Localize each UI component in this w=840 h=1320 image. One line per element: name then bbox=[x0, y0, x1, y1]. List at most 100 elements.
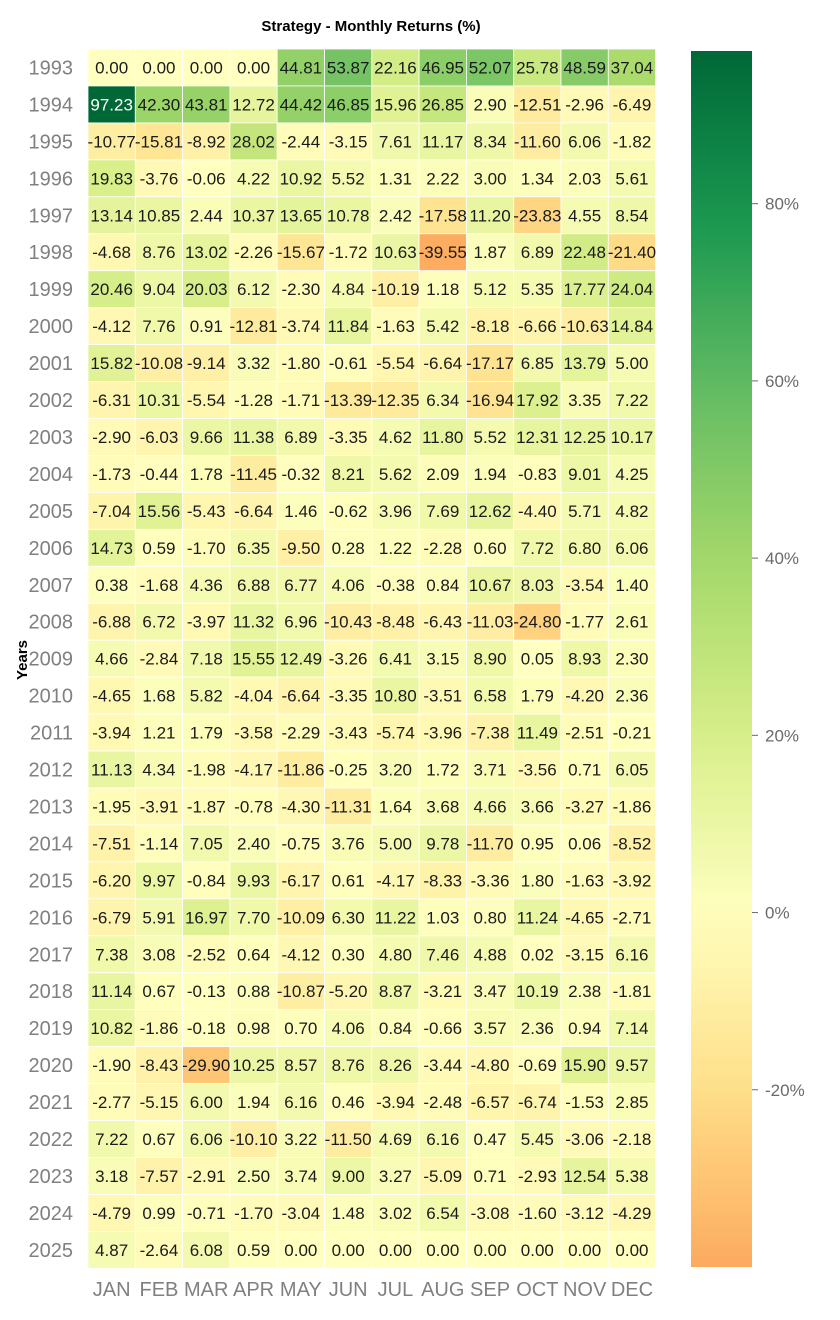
cell-value-label: 4.34 bbox=[142, 761, 175, 780]
cell-value-label: -3.04 bbox=[281, 1204, 320, 1223]
cell-value-label: -4.20 bbox=[565, 687, 604, 706]
heatmap-cell bbox=[418, 1046, 467, 1085]
cell-value-label: 4.84 bbox=[332, 280, 365, 299]
cell-value-label: 1.64 bbox=[379, 797, 412, 816]
cell-value-label: 2.22 bbox=[426, 169, 459, 188]
cell-value-label: -7.38 bbox=[471, 724, 510, 743]
cell-value-label: -0.61 bbox=[329, 354, 368, 373]
heatmap-cell bbox=[182, 676, 231, 715]
cell-value-label: 5.71 bbox=[568, 502, 601, 521]
cell-value-label: 2.90 bbox=[474, 95, 507, 114]
cell-value-label: 2.36 bbox=[521, 1019, 554, 1038]
y-tick-label: 2006 bbox=[29, 538, 74, 560]
y-tick-label: 2023 bbox=[29, 1166, 74, 1188]
heatmap-cell bbox=[560, 602, 609, 641]
heatmap-cell bbox=[607, 455, 656, 493]
cell-value-label: 4.87 bbox=[95, 1241, 128, 1260]
cell-value-label: -5.54 bbox=[376, 354, 415, 373]
cell-value-label: 12.72 bbox=[232, 95, 275, 114]
cell-value-label: -1.60 bbox=[518, 1204, 557, 1223]
heatmap-cell bbox=[229, 787, 278, 826]
cell-value-label: 2.38 bbox=[568, 982, 601, 1001]
heatmap-cell bbox=[418, 270, 467, 309]
heatmap-cell bbox=[418, 381, 467, 419]
cell-value-label: -4.29 bbox=[613, 1204, 652, 1223]
heatmap-cell bbox=[607, 824, 656, 863]
heatmap-cell bbox=[134, 935, 184, 974]
cell-value-label: -3.91 bbox=[140, 797, 179, 816]
heatmap-cell bbox=[87, 85, 136, 124]
cell-value-label: 8.26 bbox=[379, 1056, 412, 1075]
heatmap-cell bbox=[465, 1120, 515, 1158]
cell-value-label: -6.43 bbox=[423, 613, 462, 632]
heatmap-cell bbox=[182, 1157, 231, 1195]
heatmap-cell bbox=[182, 750, 231, 789]
cell-value-label: 15.96 bbox=[374, 95, 417, 114]
cell-value-label: 6.16 bbox=[615, 945, 648, 964]
cell-value-label: -0.18 bbox=[187, 1019, 226, 1038]
y-tick-label: 2025 bbox=[29, 1240, 74, 1262]
x-tick-label: NOV bbox=[563, 1279, 607, 1301]
cell-value-label: -2.44 bbox=[281, 132, 320, 151]
cell-value-label: -6.64 bbox=[281, 687, 320, 706]
heatmap-cell bbox=[513, 602, 562, 641]
y-tick-label: 2008 bbox=[29, 612, 74, 634]
heatmap-cell bbox=[182, 233, 231, 272]
cell-value-label: -8.43 bbox=[140, 1056, 179, 1075]
cell-value-label: 1.18 bbox=[426, 280, 459, 299]
cell-value-label: -15.81 bbox=[135, 132, 183, 151]
heatmap-cell bbox=[229, 1194, 278, 1232]
x-tick-label: APR bbox=[233, 1279, 274, 1301]
x-tick-label: MAY bbox=[280, 1279, 322, 1301]
cell-value-label: 22.48 bbox=[563, 243, 606, 262]
cell-value-label: 0.00 bbox=[615, 1241, 648, 1260]
cell-value-label: 9.66 bbox=[190, 428, 223, 447]
cell-value-label: 15.90 bbox=[563, 1056, 606, 1075]
heatmap-cell bbox=[418, 528, 467, 567]
cell-value-label: -2.96 bbox=[565, 95, 604, 114]
cell-value-label: 4.62 bbox=[379, 428, 412, 447]
cell-value-label: -8.18 bbox=[471, 317, 510, 336]
cell-value-label: 6.30 bbox=[332, 908, 365, 927]
cell-value-label: 25.78 bbox=[516, 58, 559, 77]
cell-value-label: 8.03 bbox=[521, 576, 554, 595]
cell-value-label: 0.05 bbox=[521, 650, 554, 669]
cell-value-label: -3.56 bbox=[518, 761, 557, 780]
cell-value-label: 4.66 bbox=[95, 650, 128, 669]
heatmap-cell bbox=[134, 528, 184, 567]
cell-value-label: 7.61 bbox=[379, 132, 412, 151]
cell-value-label: -2.18 bbox=[613, 1130, 652, 1149]
cell-value-label: 1.34 bbox=[521, 169, 554, 188]
heatmap-cell bbox=[465, 491, 515, 530]
heatmap-cell bbox=[87, 1194, 136, 1232]
cell-value-label: 0.00 bbox=[332, 1241, 365, 1260]
heatmap-cell bbox=[607, 196, 656, 235]
cell-value-label: 3.66 bbox=[521, 797, 554, 816]
cell-value-label: 10.25 bbox=[232, 1056, 275, 1075]
cell-value-label: -5.15 bbox=[140, 1093, 179, 1112]
heatmap-cell bbox=[182, 491, 231, 530]
cell-value-label: -1.63 bbox=[565, 871, 604, 890]
cell-value-label: 10.37 bbox=[232, 206, 275, 225]
cell-value-label: -3.21 bbox=[423, 982, 462, 1001]
heatmap-cell bbox=[87, 602, 136, 641]
heatmap-cell bbox=[324, 639, 373, 678]
cell-value-label: 0.06 bbox=[568, 834, 601, 853]
cell-value-label: 6.54 bbox=[426, 1204, 459, 1223]
y-tick-label: 2015 bbox=[29, 870, 74, 892]
cell-value-label: -17.58 bbox=[419, 206, 467, 225]
heatmap-cell bbox=[229, 491, 278, 530]
heatmap-cell bbox=[465, 787, 515, 826]
heatmap-cell bbox=[371, 455, 420, 493]
cell-value-label: -0.83 bbox=[518, 465, 557, 484]
heatmap-cell bbox=[560, 491, 609, 530]
cell-value-label: -6.74 bbox=[518, 1093, 557, 1112]
cell-value-label: 6.06 bbox=[190, 1130, 223, 1149]
cell-value-label: -24.80 bbox=[513, 613, 561, 632]
heatmap-cell bbox=[607, 1120, 656, 1158]
heatmap-cell bbox=[134, 455, 184, 493]
heatmap-cell bbox=[371, 1083, 420, 1121]
cell-value-label: -1.72 bbox=[329, 243, 368, 262]
heatmap-cell bbox=[418, 196, 467, 235]
x-tick-label: SEP bbox=[470, 1279, 510, 1301]
